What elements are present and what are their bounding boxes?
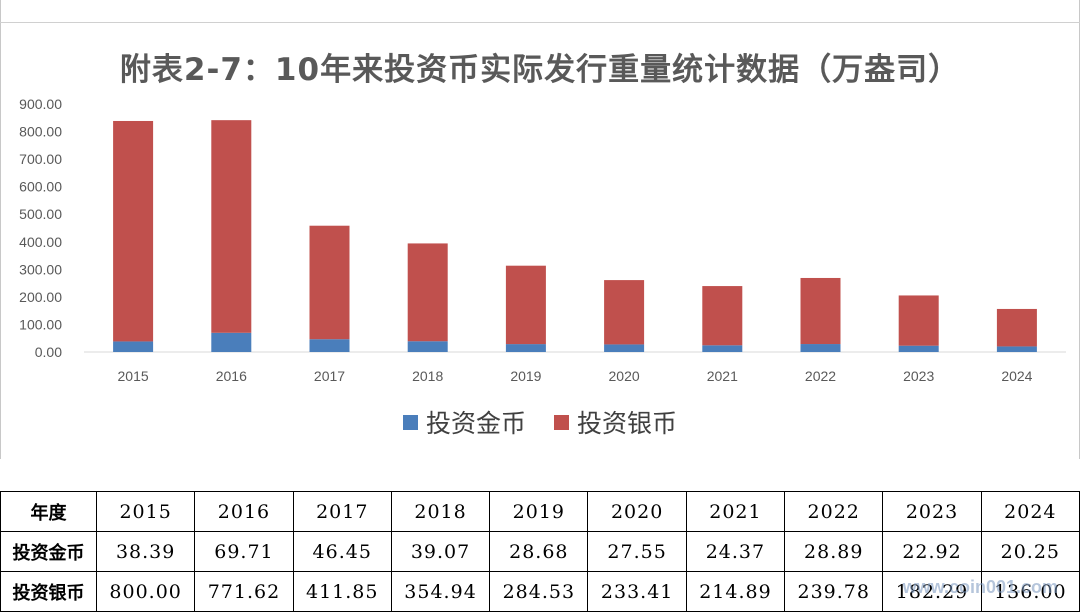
legend-swatch-silver bbox=[554, 414, 569, 430]
x-tick-label: 2015 bbox=[118, 368, 149, 384]
table-row: 投资金币 38.39 69.71 46.45 39.07 28.68 27.55… bbox=[0, 531, 1080, 572]
bar-silver-2017 bbox=[309, 225, 350, 340]
table-cell: 182.29 bbox=[882, 571, 982, 612]
watermark-text: www.coin001.com bbox=[902, 577, 1058, 597]
table-cell: 投资银币 bbox=[0, 571, 97, 612]
bar-silver-2021 bbox=[702, 286, 743, 346]
bar-gold-2016 bbox=[211, 332, 252, 352]
bar-silver-2018 bbox=[407, 243, 448, 342]
table-cell: 年度 bbox=[0, 491, 97, 532]
x-tick-label: 2016 bbox=[216, 368, 247, 384]
bar-gold-2019 bbox=[505, 344, 546, 352]
table-cell: 39.07 bbox=[390, 531, 491, 572]
bar-gold-2017 bbox=[309, 339, 350, 352]
table-cell: 28.68 bbox=[489, 531, 589, 572]
table-cell: 投资金币 bbox=[0, 531, 97, 572]
data-table: 年度 2015 2016 2017 2018 2019 2020 2021 20… bbox=[0, 491, 1080, 612]
table-cell: 2021 bbox=[685, 491, 786, 532]
table-row: 投资银币 800.00 771.62 411.85 354.94 284.53 … bbox=[0, 571, 1080, 612]
table-header-row: 年度 2015 2016 2017 2018 2019 2020 2021 20… bbox=[0, 491, 1080, 532]
table-cell: 38.39 bbox=[95, 531, 196, 572]
bar-silver-2016 bbox=[211, 120, 252, 333]
table-cell: 2024 bbox=[980, 491, 1080, 532]
x-tick-label: 2020 bbox=[609, 368, 640, 384]
y-tick-label: 0.00 bbox=[35, 344, 62, 360]
table-cell: 28.89 bbox=[784, 531, 884, 572]
legend-label-silver: 投资银币 bbox=[577, 409, 678, 438]
table-cell: 239.78 bbox=[784, 571, 884, 612]
table-cell: 2015 bbox=[95, 491, 196, 532]
bar-gold-2020 bbox=[604, 344, 645, 352]
table-cell: 2023 bbox=[882, 491, 982, 532]
table-cell: 136.00 bbox=[980, 571, 1080, 612]
table-cell: 22.92 bbox=[882, 531, 982, 572]
bar-silver-2020 bbox=[604, 280, 645, 345]
bar-gold-2021 bbox=[702, 345, 743, 352]
table-cell: 354.94 bbox=[390, 571, 491, 612]
y-tick-label: 300.00 bbox=[19, 261, 62, 277]
table-cell: 2018 bbox=[390, 491, 491, 532]
x-tick-label: 2018 bbox=[412, 368, 443, 384]
bar-silver-2023 bbox=[898, 295, 939, 346]
bar-silver-2019 bbox=[505, 265, 546, 345]
bar-silver-2015 bbox=[113, 120, 154, 342]
y-tick-label: 700.00 bbox=[19, 151, 62, 167]
bar-gold-2022 bbox=[800, 344, 841, 352]
y-tick-label: 100.00 bbox=[19, 316, 62, 332]
legend-item-gold: 投资金币 bbox=[402, 404, 526, 440]
table-cell: 69.71 bbox=[194, 531, 294, 572]
chart-plot: 0.00 100.00 200.00 300.00 400.00 500.00 600.00… bbox=[19, 96, 1066, 384]
x-tick-label: 2023 bbox=[903, 368, 934, 384]
x-tick-label: 2022 bbox=[805, 368, 836, 384]
table-cell: 214.89 bbox=[685, 571, 786, 612]
table-cell: 233.41 bbox=[587, 571, 687, 612]
table-cell: 2019 bbox=[489, 491, 589, 532]
chart-title: 附表2-7：10年来投资币实际发行重量统计数据（万盎司） bbox=[119, 52, 961, 88]
y-tick-label: 900.00 bbox=[19, 96, 62, 112]
y-tick-label: 600.00 bbox=[19, 179, 62, 195]
bar-silver-2022 bbox=[800, 277, 841, 345]
table-cell: 284.53 bbox=[489, 571, 589, 612]
table-cell: 24.37 bbox=[685, 531, 786, 572]
table-cell: 20.25 bbox=[980, 531, 1080, 572]
legend-item-silver: 投资银币 bbox=[554, 404, 677, 440]
x-tick-label: 2017 bbox=[314, 368, 345, 384]
table-cell: 2022 bbox=[784, 491, 884, 532]
spacer-band bbox=[0, 459, 1080, 491]
bar-gold-2024 bbox=[996, 346, 1037, 352]
bar-gold-2023 bbox=[898, 345, 939, 352]
y-tick-label: 200.00 bbox=[19, 289, 62, 305]
legend-swatch-gold bbox=[402, 414, 418, 430]
table-cell: 2020 bbox=[587, 491, 687, 532]
table-cell: 800.00 bbox=[95, 571, 196, 612]
x-tick-label: 2021 bbox=[707, 368, 738, 384]
table-cell: 27.55 bbox=[587, 531, 687, 572]
table-cell: 2017 bbox=[292, 491, 392, 532]
y-tick-label: 500.00 bbox=[19, 206, 62, 222]
y-tick-label: 800.00 bbox=[19, 124, 62, 140]
table-cell: 771.62 bbox=[194, 571, 294, 612]
table-cell: 2016 bbox=[194, 491, 294, 532]
table-cell: 411.85 bbox=[292, 571, 392, 612]
table-cell: 46.45 bbox=[292, 531, 392, 572]
legend-label-gold: 投资金币 bbox=[425, 409, 526, 438]
y-tick-label: 400.00 bbox=[19, 234, 62, 250]
x-tick-label: 2019 bbox=[510, 368, 541, 384]
bar-gold-2015 bbox=[113, 341, 154, 352]
x-tick-label: 2024 bbox=[1001, 368, 1032, 384]
top-divider bbox=[0, 22, 1080, 23]
bar-silver-2024 bbox=[996, 308, 1037, 347]
bar-gold-2018 bbox=[407, 341, 448, 352]
chart-legend: 投资金币 投资银币 bbox=[0, 404, 1080, 440]
